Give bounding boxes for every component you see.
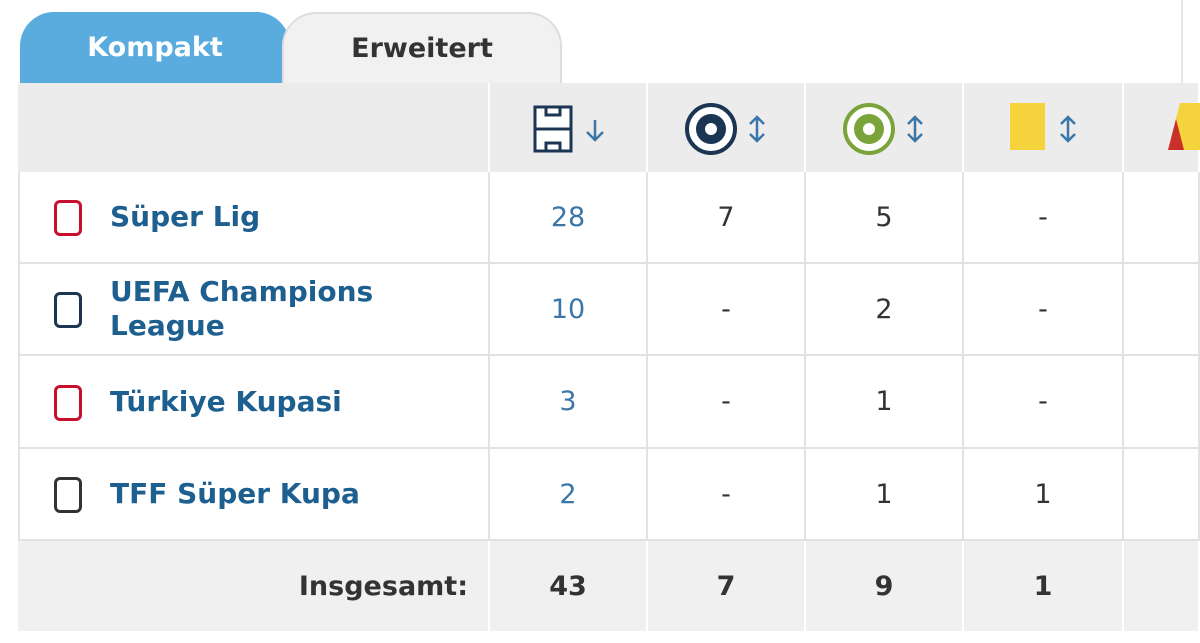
sort-arrow bbox=[1060, 115, 1076, 143]
stat-cell: 28 bbox=[490, 172, 648, 264]
stat-cell: 2 bbox=[806, 264, 964, 356]
total-cell: 9 bbox=[806, 541, 964, 633]
stat-cell: 3 bbox=[490, 356, 648, 449]
stat-cell bbox=[1124, 172, 1200, 264]
total-cell: 7 bbox=[648, 541, 806, 633]
header-cell bbox=[18, 83, 490, 172]
stat-cell: 1 bbox=[964, 449, 1124, 541]
stat-cell: 5 bbox=[806, 172, 964, 264]
goal-icon bbox=[685, 103, 737, 155]
competition-name[interactable]: TFF Süper Kupa bbox=[18, 449, 490, 541]
stat-cell: - bbox=[964, 356, 1124, 449]
stat-cell: 1 bbox=[806, 449, 964, 541]
sort-arrow bbox=[749, 115, 765, 143]
competition-logo bbox=[54, 477, 82, 513]
pitch-icon bbox=[533, 105, 573, 153]
stat-cell: - bbox=[648, 356, 806, 449]
stat-cell: 7 bbox=[648, 172, 806, 264]
competition-logo bbox=[54, 292, 82, 328]
tab-erweitert[interactable]: Erweitert bbox=[282, 12, 562, 83]
yellow-card-icon bbox=[1010, 103, 1045, 150]
total-cell: 43 bbox=[490, 541, 648, 633]
stat-cell: 1 bbox=[806, 356, 964, 449]
stat-cell: - bbox=[964, 172, 1124, 264]
total-label: Insgesamt: bbox=[18, 541, 490, 633]
sort-arrow bbox=[907, 115, 923, 143]
stat-cell: 10 bbox=[490, 264, 648, 356]
yellow-red-card-icon bbox=[1168, 119, 1184, 150]
stat-cell bbox=[1124, 449, 1200, 541]
stat-cell: 2 bbox=[490, 449, 648, 541]
divider bbox=[1181, 0, 1183, 83]
competition-logo bbox=[54, 384, 82, 421]
assist-icon bbox=[843, 103, 895, 155]
stat-cell: - bbox=[964, 264, 1124, 356]
sort-arrow bbox=[586, 120, 604, 142]
total-cell bbox=[1124, 541, 1200, 633]
header-icons bbox=[533, 103, 1200, 155]
competition-logo bbox=[54, 200, 82, 236]
competition-name[interactable]: Türkiye Kupasi bbox=[18, 356, 490, 449]
competition-name[interactable]: Süper Lig bbox=[18, 172, 490, 264]
total-cell: 1 bbox=[964, 541, 1124, 633]
stat-cell: - bbox=[648, 449, 806, 541]
stat-cell: - bbox=[648, 264, 806, 356]
stat-cell bbox=[1124, 356, 1200, 449]
competition-name[interactable]: UEFA Champions League bbox=[18, 264, 490, 356]
stat-cell bbox=[1124, 264, 1200, 356]
tab-kompakt[interactable]: Kompakt bbox=[20, 12, 290, 83]
